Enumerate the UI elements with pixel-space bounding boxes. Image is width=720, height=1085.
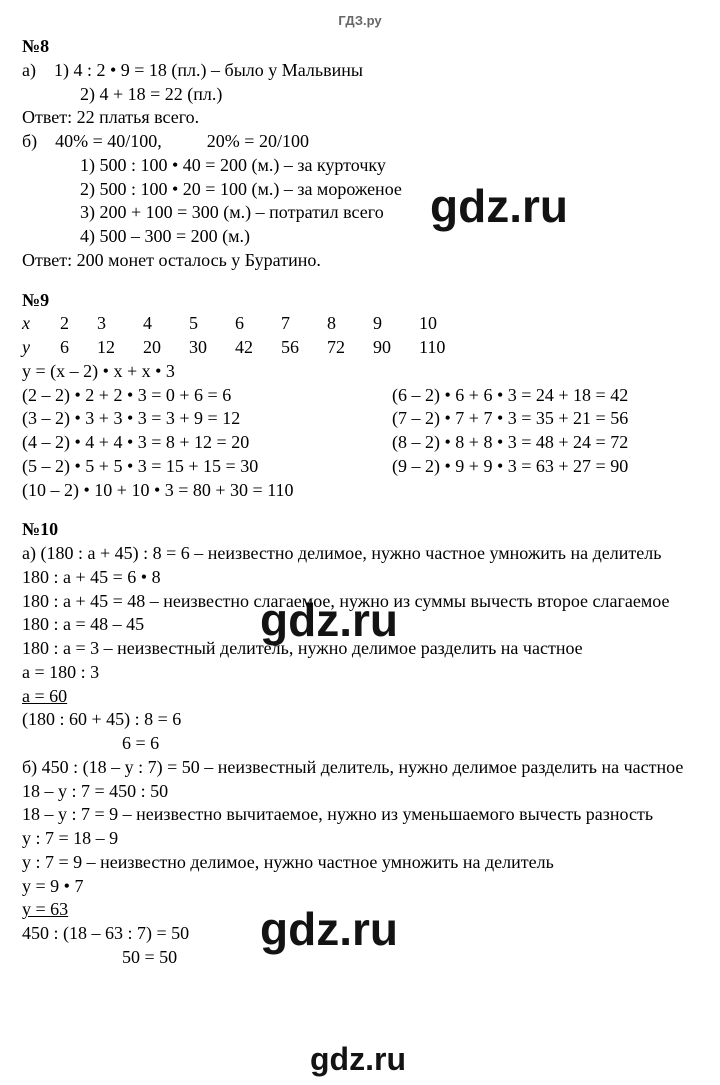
p10-b1: б) 450 : (18 – y : 7) = 50 – неизвестный… — [22, 756, 698, 780]
problem-9-title: №9 — [22, 289, 698, 313]
p10-b6: y = 9 • 7 — [22, 875, 698, 899]
p10-a9: 6 = 6 — [22, 732, 698, 756]
page-header: ГДЗ.ру — [22, 12, 698, 29]
p8-b2: 2) 500 : 100 • 20 = 100 (м.) – за мороже… — [22, 178, 698, 202]
p8-b1: 1) 500 : 100 • 40 = 200 (м.) – за курточ… — [22, 154, 698, 178]
p10-a8: (180 : 60 + 45) : 8 = 6 — [22, 708, 698, 732]
problem-8-title: №8 — [22, 35, 698, 59]
p10-a4: 180 : a = 48 – 45 — [22, 613, 698, 637]
p9-calculations: (2 – 2) • 2 + 2 • 3 = 0 + 6 = 6 (3 – 2) … — [22, 384, 698, 503]
p9-table: x 2 3 4 5 6 7 8 9 10 y 6 12 20 30 42 56 … — [22, 312, 473, 360]
p10-b2: 18 – y : 7 = 450 : 50 — [22, 780, 698, 804]
p10-a7: a = 60 — [22, 685, 698, 709]
p8-b: б) 40% = 40/100, 20% = 20/100 — [22, 130, 698, 154]
p8-a: а) 1) 4 : 2 • 9 = 18 (пл.) – было у Маль… — [22, 59, 698, 83]
p10-a3: 180 : a + 45 = 48 – неизвестно слагаемое… — [22, 590, 698, 614]
p10-b3: 18 – y : 7 = 9 – неизвестно вычитаемое, … — [22, 803, 698, 827]
p10-b4: y : 7 = 18 – 9 — [22, 827, 698, 851]
p8-b3: 3) 200 + 100 = 300 (м.) – потратил всего — [22, 201, 698, 225]
p8-b-answer: Ответ: 200 монет осталось у Буратино. — [22, 249, 698, 273]
p8-b4: 4) 500 – 300 = 200 (м.) — [22, 225, 698, 249]
problem-10-title: №10 — [22, 518, 698, 542]
p10-b8: 450 : (18 – 63 : 7) = 50 — [22, 922, 698, 946]
p8-a-answer: Ответ: 22 платья всего. — [22, 106, 698, 130]
table-header-x: x — [22, 312, 60, 336]
watermark: gdz.ru — [310, 1038, 406, 1080]
p10-a5: 180 : a = 3 – неизвестный делитель, нужн… — [22, 637, 698, 661]
p10-a1: а) (180 : a + 45) : 8 = 6 – неизвестно д… — [22, 542, 698, 566]
table-header-y: y — [22, 336, 60, 360]
p10-b7: y = 63 — [22, 898, 698, 922]
p10-b9: 50 = 50 — [22, 946, 698, 970]
p9-formula: y = (x – 2) • x + x • 3 — [22, 360, 698, 384]
p10-a2: 180 : a + 45 = 6 • 8 — [22, 566, 698, 590]
p10-b5: y : 7 = 9 – неизвестно делимое, нужно ча… — [22, 851, 698, 875]
p8-a2: 2) 4 + 18 = 22 (пл.) — [22, 83, 698, 107]
p10-a6: a = 180 : 3 — [22, 661, 698, 685]
